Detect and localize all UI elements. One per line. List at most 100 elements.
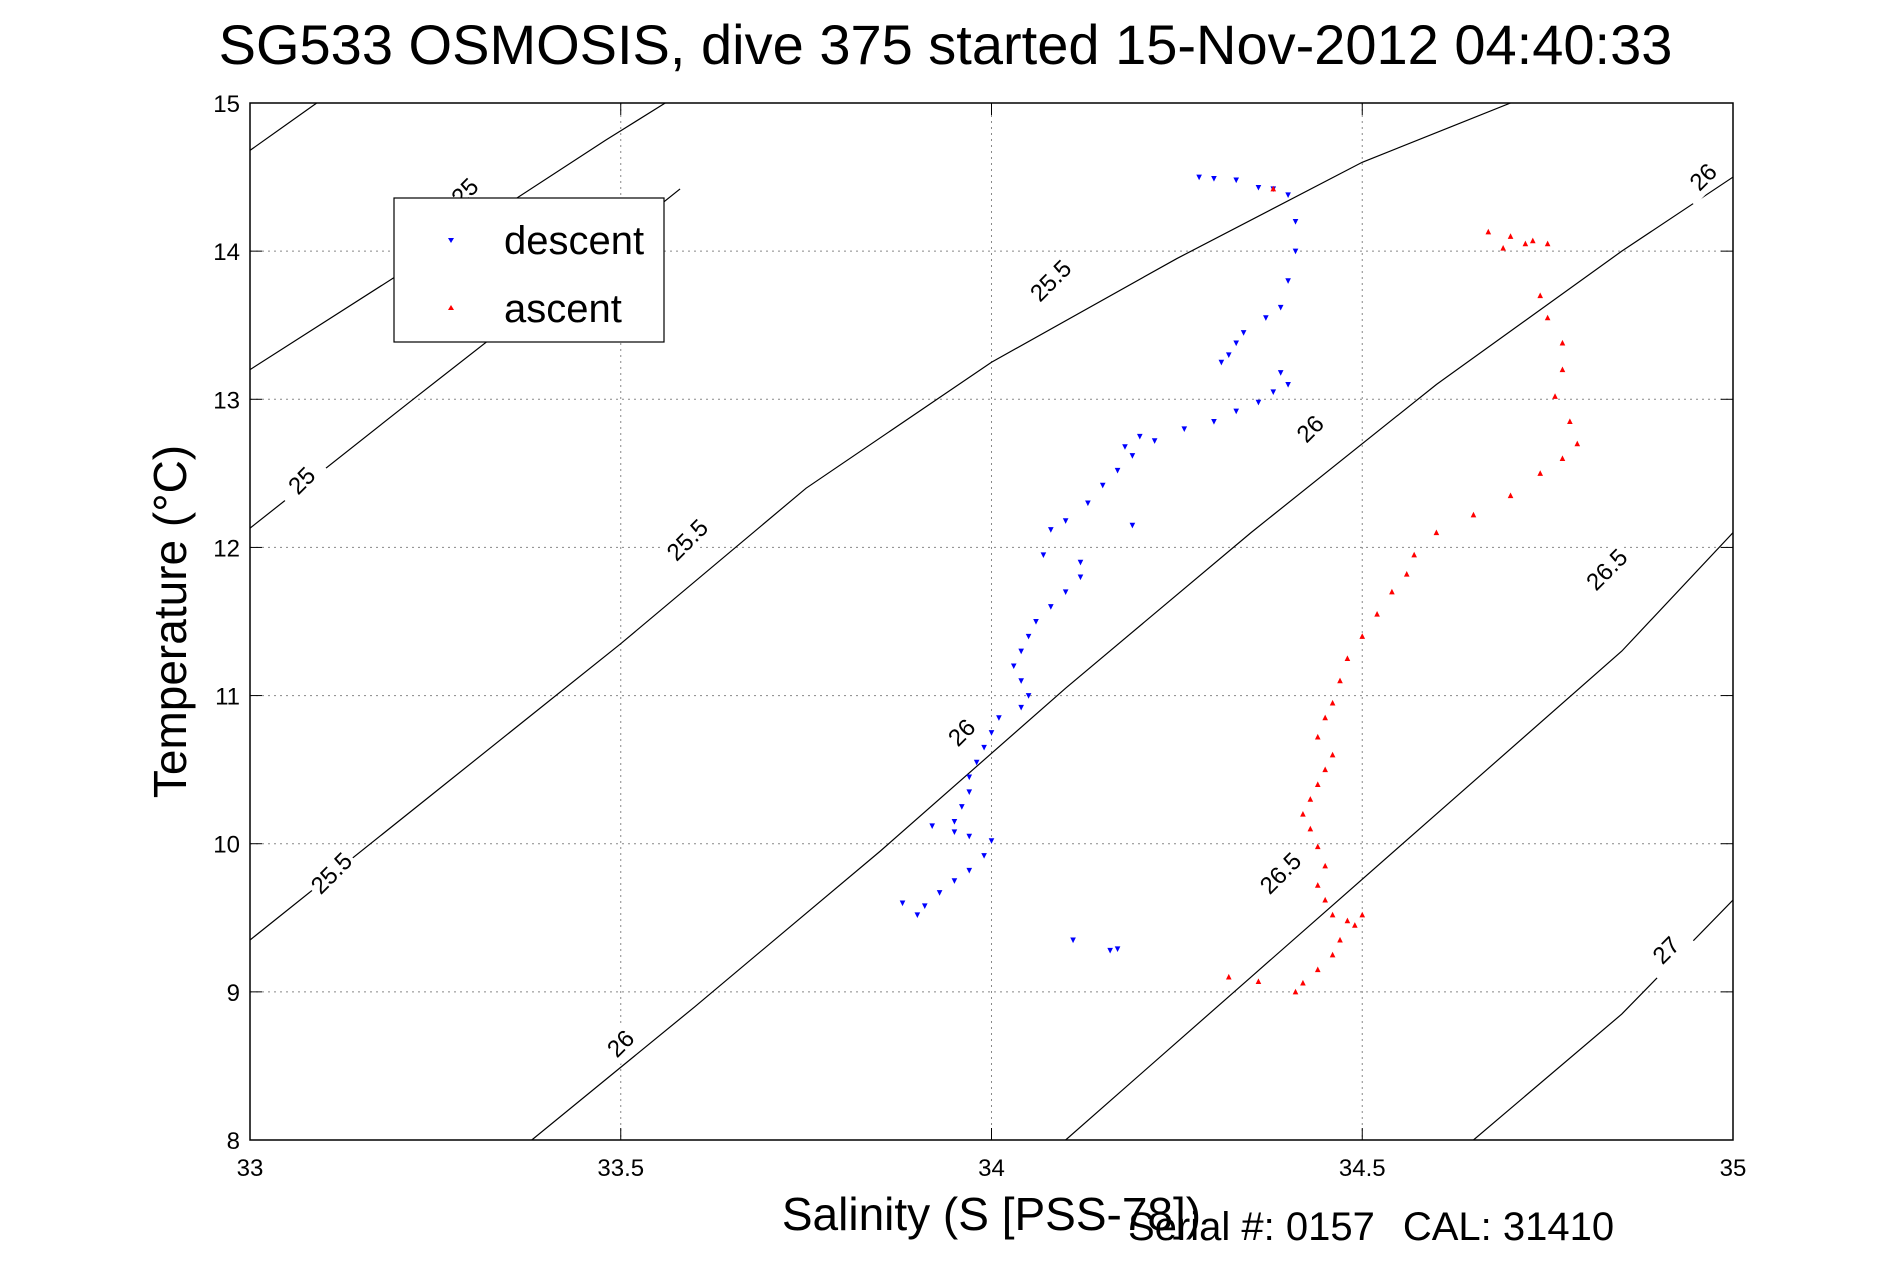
descent-point: [1107, 947, 1113, 954]
descent-point: [1129, 453, 1136, 459]
descent-point: [951, 878, 958, 884]
ascent-point: [1529, 237, 1536, 244]
ascent-point: [1344, 917, 1351, 924]
ascent-point: [1307, 796, 1314, 802]
descent-point: [1292, 219, 1299, 225]
ascent-point: [1300, 979, 1306, 986]
descent-point: [929, 823, 935, 830]
ascent-point: [1559, 455, 1566, 462]
serial-cal-footer: Serial #: 0157 CAL: 31410: [1128, 1205, 1614, 1250]
ascent-point: [1329, 951, 1336, 958]
ascent-point: [1537, 292, 1544, 299]
descent-point: [1114, 946, 1121, 953]
y-tick-label: 11: [215, 684, 240, 711]
ascent-point: [1314, 843, 1321, 850]
ascent-point: [1389, 588, 1395, 595]
ascent-point: [1433, 529, 1440, 536]
descent-point: [914, 912, 921, 918]
ascent-point: [1507, 492, 1514, 499]
descent-point: [1263, 315, 1269, 321]
ascent-point: [1500, 245, 1506, 251]
descent-point: [1181, 426, 1188, 433]
descent-point: [1048, 527, 1054, 533]
descent-point: [1225, 352, 1232, 358]
x-tick-label: 34.5: [1339, 1155, 1386, 1182]
descent-point: [959, 804, 965, 810]
descent-point: [1233, 177, 1240, 184]
ascent-point: [1292, 988, 1299, 995]
y-tick-label: 8: [227, 1128, 240, 1155]
ascent-point: [1470, 511, 1477, 518]
descent-point: [981, 744, 987, 751]
descent-point: [1233, 340, 1240, 347]
descent-point: [1211, 176, 1217, 182]
descent-point: [988, 838, 995, 844]
descent-point: [921, 903, 928, 910]
ascent-point: [1359, 911, 1366, 918]
ascent-point: [1314, 966, 1321, 973]
ascent-point: [1314, 781, 1321, 787]
descent-point: [996, 715, 1002, 721]
contour-label-bg: [592, 1015, 650, 1072]
descent-point: [1085, 500, 1091, 507]
descent-point: [1240, 330, 1247, 336]
ascent-point: [1337, 936, 1343, 943]
descent-point: [1233, 408, 1240, 415]
descent-point: [988, 730, 995, 736]
descent-point: [1122, 444, 1128, 450]
descent-point: [1025, 633, 1032, 640]
descent-point: [1277, 304, 1284, 311]
ascent-point: [1374, 610, 1380, 617]
ascent-point: [1329, 699, 1336, 706]
ascent-point: [1522, 240, 1529, 247]
contour-label-bg: [1675, 148, 1732, 206]
density-contour-line: [250, 103, 1511, 941]
density-contour-line: [1473, 899, 1733, 1140]
descent-point: [951, 818, 958, 825]
contour-label-bg: [1022, 252, 1080, 310]
descent-point: [1270, 389, 1277, 395]
descent-point: [1077, 574, 1084, 581]
y-tick-label: 12: [213, 535, 240, 562]
descent-point: [936, 890, 943, 896]
ascent-point: [1507, 233, 1514, 239]
ascent-point: [1329, 911, 1336, 918]
descent-point: [1285, 278, 1291, 284]
contour-label-bg: [1252, 845, 1309, 902]
calibration: CAL: 31410: [1402, 1205, 1615, 1249]
legend-label-descent: descent: [504, 219, 644, 263]
y-tick-label: 13: [213, 387, 240, 414]
ascent-point: [1344, 655, 1351, 662]
contour-label-bg: [273, 452, 331, 510]
ascent-point: [1337, 677, 1343, 684]
descent-point: [1129, 522, 1136, 529]
descent-point: [1018, 648, 1024, 655]
x-axis-label: Salinity (S [PSS-78]): [782, 1188, 1201, 1240]
ascent-point: [1255, 978, 1262, 984]
descent-point: [1151, 438, 1158, 444]
ascent-point: [1314, 882, 1321, 888]
ascent-point: [1352, 922, 1358, 928]
legend-box: [393, 197, 665, 343]
descent-point: [951, 829, 958, 835]
ascent-point: [1559, 339, 1566, 346]
ascent-point: [1329, 751, 1336, 758]
density-contours: [250, 103, 1733, 1140]
descent-point: [1040, 552, 1047, 558]
contour-label-bg: [303, 845, 360, 902]
ascent-point: [1314, 733, 1321, 740]
descent-point: [1010, 663, 1017, 670]
ascent-point: [1322, 862, 1328, 869]
ascent-point: [1552, 393, 1558, 399]
ascent-point: [1225, 973, 1232, 980]
ascent-point: [1322, 766, 1328, 773]
y-axis-label: Temperature (°C): [144, 445, 196, 798]
descent-point: [1025, 693, 1032, 699]
descent-point: [1077, 559, 1084, 566]
contour-label-bg: [1578, 541, 1636, 598]
ascent-point: [1574, 440, 1581, 447]
density-contour-line: [1065, 532, 1733, 1140]
density-contour-line: [531, 176, 1733, 1140]
serial-number: Serial #: 0157: [1128, 1205, 1375, 1249]
